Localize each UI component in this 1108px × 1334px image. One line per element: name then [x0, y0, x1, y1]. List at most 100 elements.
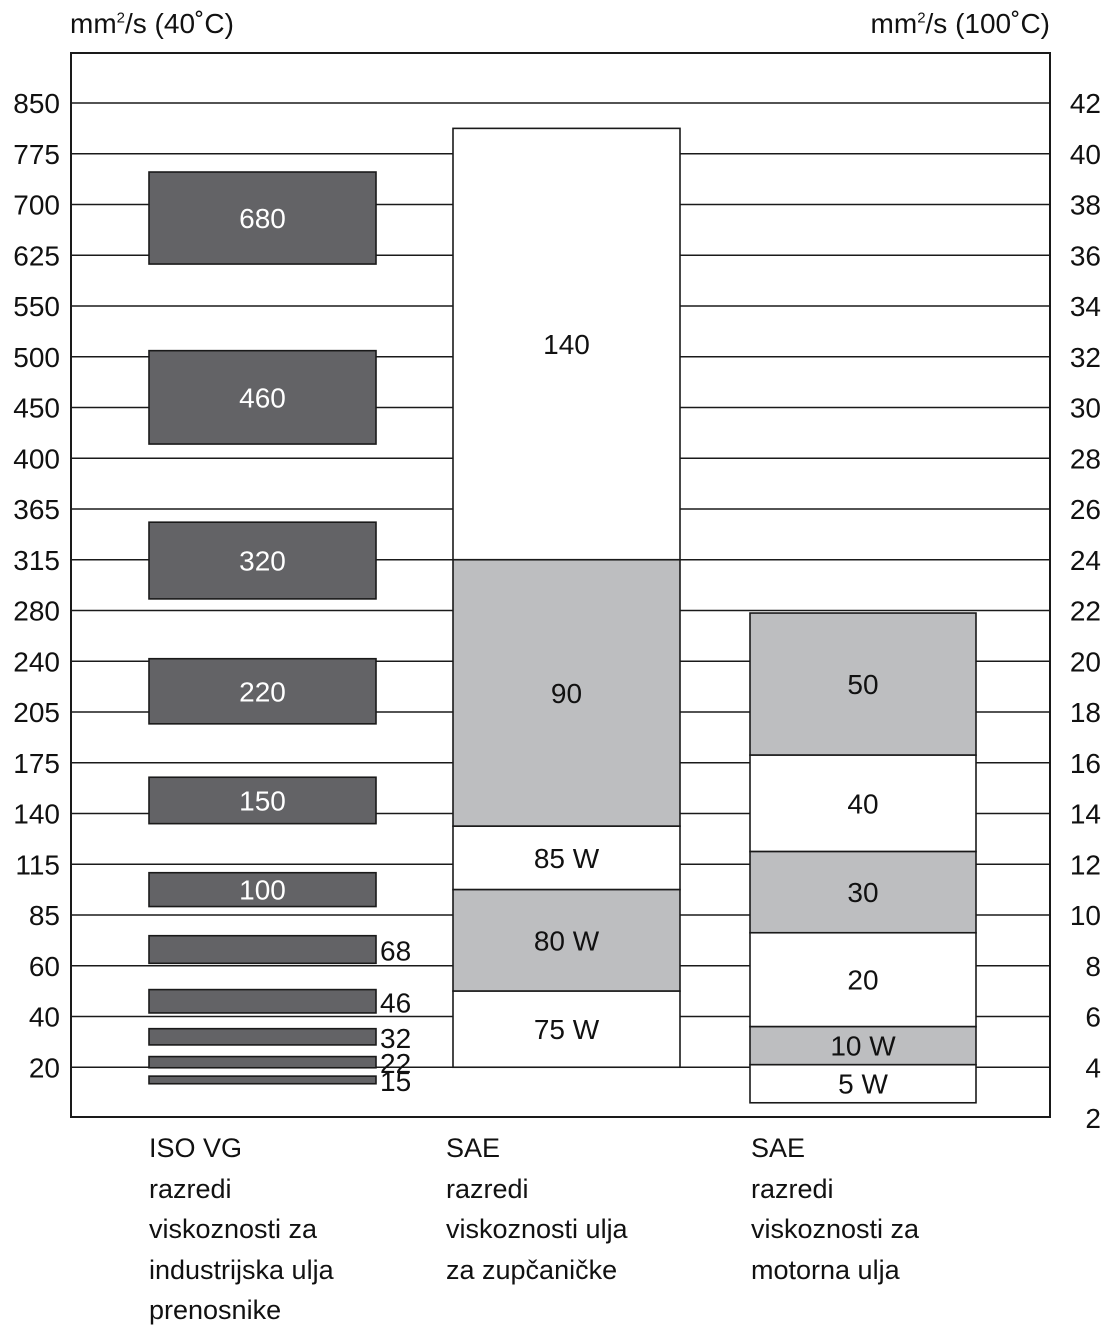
left-tick-label: 625	[13, 240, 60, 271]
bar-label-140: 140	[543, 329, 590, 360]
bar-label-30: 30	[847, 877, 878, 908]
left-tick-label: 850	[13, 88, 60, 119]
left-tick-label: 775	[13, 139, 60, 170]
right-tick-label: 24	[1070, 545, 1101, 576]
bar-100	[148, 871, 377, 908]
right-tick-label: 10	[1070, 900, 1101, 931]
left-tick-label: 240	[13, 646, 60, 677]
bar-label-680: 680	[239, 203, 286, 234]
bar-label-80W: 80 W	[534, 925, 600, 956]
left-axis-unit: mm2/s (40˚C)	[70, 8, 234, 39]
bar-90	[452, 558, 681, 827]
left-tick-label: 400	[13, 443, 60, 474]
bar-label-90: 90	[551, 678, 582, 709]
right-tick-label: 34	[1070, 291, 1101, 322]
iso-vg-caption: ISO VG razredi viskoznosti za industrijs…	[149, 1128, 334, 1331]
sae-motor-group: 50 40 30 20 10 W 5 W	[749, 612, 977, 1104]
right-tick-label: 28	[1070, 443, 1101, 474]
caption-line: viskoznosti za	[149, 1214, 318, 1244]
left-tick-label: 205	[13, 697, 60, 728]
bar-30	[749, 850, 977, 934]
bar-150	[148, 776, 377, 825]
bar-680	[148, 171, 377, 265]
sae-gear-caption: SAE razredi viskoznosti ulja za zupčanič…	[446, 1128, 628, 1290]
right-tick-label: 38	[1070, 190, 1101, 221]
left-tick-label: 85	[29, 900, 60, 931]
left-tick-label: 60	[29, 951, 60, 982]
left-tick-label: 700	[13, 190, 60, 221]
plot-frame	[70, 52, 1051, 1118]
sae-gear-group: 140 90 85 W 80 W 75 W	[452, 127, 681, 1069]
bar-140	[452, 127, 681, 561]
bar-label-40: 40	[847, 788, 878, 819]
bar-label-5W: 5 W	[838, 1069, 888, 1100]
left-tick-label: 315	[13, 545, 60, 576]
right-tick-label: 14	[1070, 799, 1101, 830]
bar-label-32: 32	[380, 1023, 411, 1054]
right-tick-label: 22	[1070, 596, 1101, 627]
bar-label-220: 220	[239, 676, 286, 707]
left-tick-label: 550	[13, 291, 60, 322]
right-tick-label: 12	[1070, 849, 1101, 880]
bar-220	[148, 657, 377, 725]
caption-line: prenosnike	[149, 1295, 282, 1325]
caption-line: ISO VG	[149, 1133, 243, 1163]
bar-label-20: 20	[847, 965, 878, 996]
right-tick-label: 36	[1070, 240, 1101, 271]
left-tick-label: 115	[15, 849, 60, 880]
caption-line: motorna ulja	[751, 1254, 900, 1285]
bar-label-68: 68	[380, 936, 411, 967]
bar-460	[148, 349, 377, 445]
bar-label-10W: 10 W	[830, 1031, 896, 1062]
right-tick-label: 16	[1070, 748, 1101, 779]
caption-line: SAE	[751, 1133, 806, 1163]
bar-46	[148, 988, 377, 1014]
caption-line: SAE	[446, 1133, 501, 1163]
right-tick-label: 6	[1085, 1002, 1101, 1033]
bar-68	[148, 934, 377, 965]
right-axis-unit: mm2/s (100˚C)	[870, 8, 1050, 39]
right-tick-label: 8	[1085, 951, 1101, 982]
right-tick-label: 40	[1070, 139, 1101, 170]
left-axis-ticks: 850 775 700 625 550 500 450 400 365 315 280 240 205 1…	[13, 88, 60, 1083]
bar-40	[749, 754, 977, 853]
left-tick-label: 175	[13, 748, 60, 779]
bar-32	[148, 1027, 377, 1046]
right-tick-label: 20	[1070, 646, 1101, 677]
bar-15	[148, 1075, 377, 1085]
left-tick-label: 140	[13, 799, 60, 830]
left-tick-label: 40	[29, 1002, 60, 1033]
bar-75W	[452, 990, 681, 1069]
caption-line: viskoznosti za	[751, 1214, 920, 1244]
bar-label-460: 460	[239, 382, 286, 413]
right-tick-label: 32	[1070, 342, 1101, 373]
bar-label-22: 22	[380, 1048, 411, 1079]
sae-motor-caption: SAE razredi viskoznosti za motorna ulja	[751, 1128, 919, 1290]
bar-label-75W: 75 W	[534, 1014, 600, 1045]
bar-label-46: 46	[380, 987, 411, 1018]
caption-line: razredi	[149, 1173, 232, 1204]
caption-line: za zupčaničke	[446, 1254, 618, 1285]
bar-label-150: 150	[239, 785, 286, 816]
bar-label-50: 50	[847, 669, 878, 700]
caption-line: industrijska ulja	[149, 1254, 334, 1285]
caption-line: viskoznosti ulja	[446, 1214, 628, 1244]
right-tick-label: 42	[1070, 88, 1101, 119]
left-tick-label: 365	[13, 494, 60, 525]
bar-85W	[452, 825, 681, 891]
right-tick-label: 30	[1070, 393, 1101, 424]
right-tick-label: 2	[1085, 1103, 1101, 1134]
left-tick-label: 450	[13, 393, 60, 424]
left-tick-label: 280	[13, 596, 60, 627]
right-tick-label: 4	[1085, 1052, 1101, 1083]
left-tick-label: 500	[13, 342, 60, 373]
bar-label-85W: 85 W	[534, 843, 600, 874]
left-tick-label: 20	[29, 1052, 60, 1083]
bar-20	[749, 931, 977, 1028]
bar-label-15: 15	[380, 1066, 411, 1097]
bar-50	[749, 612, 977, 756]
right-tick-label: 26	[1070, 494, 1101, 525]
